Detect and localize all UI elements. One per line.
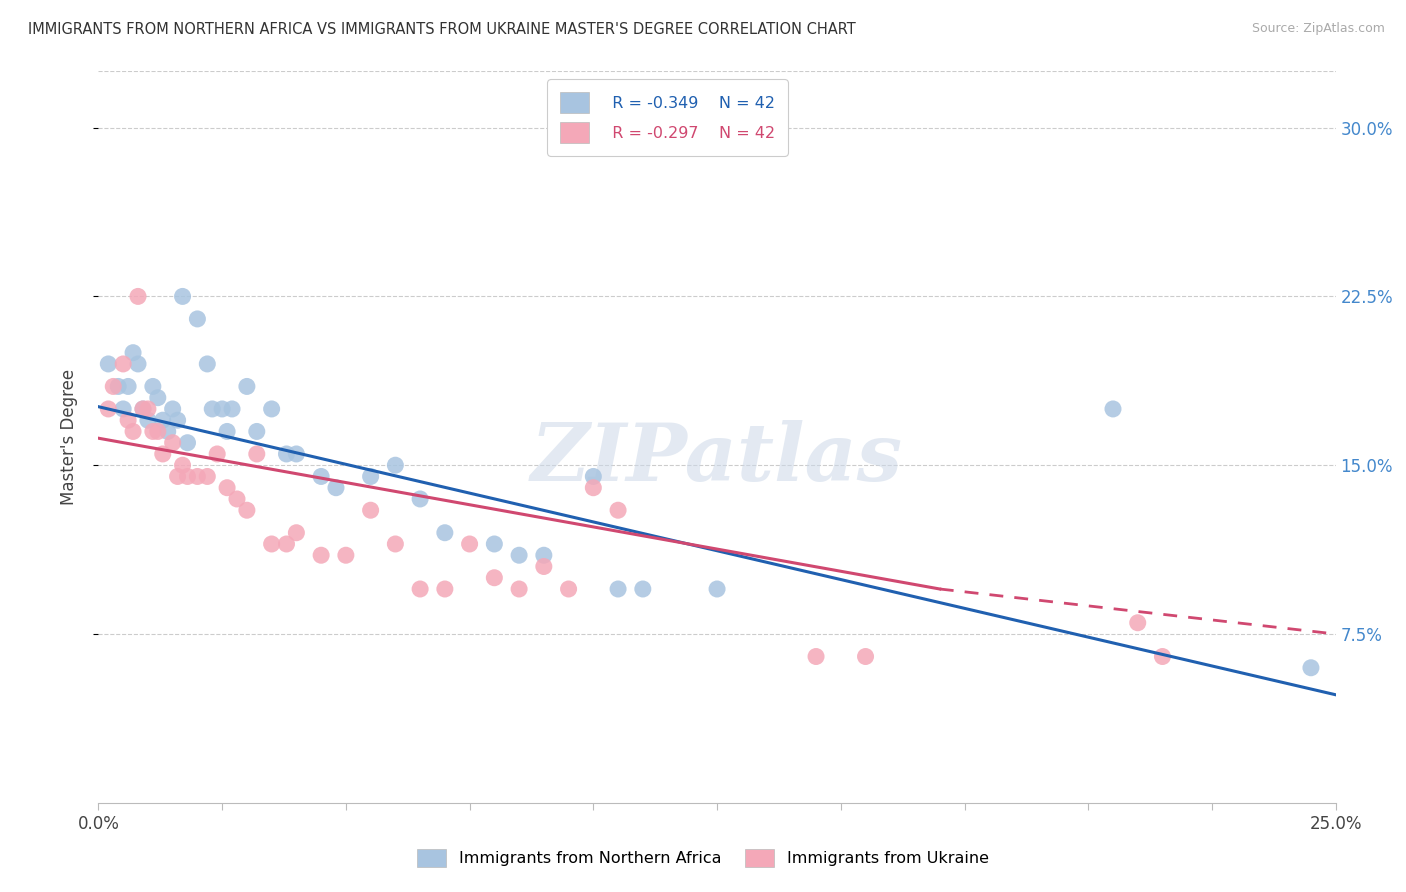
- Text: Source: ZipAtlas.com: Source: ZipAtlas.com: [1251, 22, 1385, 36]
- Point: [276, 537, 298, 551]
- Point: [433, 582, 456, 596]
- Point: [201, 401, 224, 416]
- Point: [166, 413, 188, 427]
- Point: [484, 571, 506, 585]
- Point: [582, 481, 605, 495]
- Point: [236, 379, 259, 393]
- Point: [236, 503, 259, 517]
- Point: [211, 401, 233, 416]
- Point: [172, 289, 194, 303]
- Point: [217, 425, 239, 439]
- Point: [122, 425, 145, 439]
- Point: [146, 391, 169, 405]
- Point: [335, 548, 357, 562]
- Point: [122, 345, 145, 359]
- Point: [195, 469, 218, 483]
- Point: [309, 469, 332, 483]
- Point: [103, 379, 125, 393]
- Point: [1152, 649, 1174, 664]
- Text: IMMIGRANTS FROM NORTHERN AFRICA VS IMMIGRANTS FROM UKRAINE MASTER'S DEGREE CORRE: IMMIGRANTS FROM NORTHERN AFRICA VS IMMIG…: [28, 22, 856, 37]
- Point: [136, 401, 159, 416]
- Point: [186, 312, 208, 326]
- Point: [117, 413, 139, 427]
- Point: [132, 401, 155, 416]
- Point: [804, 649, 827, 664]
- Point: [162, 401, 184, 416]
- Point: [246, 425, 269, 439]
- Point: [557, 582, 579, 596]
- Point: [533, 559, 555, 574]
- Point: [246, 447, 269, 461]
- Point: [260, 401, 283, 416]
- Point: [156, 425, 179, 439]
- Point: [162, 435, 184, 450]
- Point: [384, 458, 406, 473]
- Point: [142, 379, 165, 393]
- Point: [97, 357, 120, 371]
- Point: [706, 582, 728, 596]
- Legend: Immigrants from Northern Africa, Immigrants from Ukraine: Immigrants from Northern Africa, Immigra…: [409, 840, 997, 875]
- Point: [117, 379, 139, 393]
- Point: [176, 435, 198, 450]
- Point: [855, 649, 877, 664]
- Point: [112, 401, 135, 416]
- Text: ZIPatlas: ZIPatlas: [531, 420, 903, 498]
- Point: [152, 447, 174, 461]
- Point: [127, 289, 149, 303]
- Legend:   R = -0.349    N = 42,   R = -0.297    N = 42: R = -0.349 N = 42, R = -0.297 N = 42: [547, 79, 787, 155]
- Point: [433, 525, 456, 540]
- Point: [217, 481, 239, 495]
- Point: [97, 401, 120, 416]
- Point: [285, 447, 308, 461]
- Point: [607, 503, 630, 517]
- Point: [360, 503, 382, 517]
- Point: [186, 469, 208, 483]
- Point: [384, 537, 406, 551]
- Point: [172, 458, 194, 473]
- Point: [508, 548, 530, 562]
- Point: [582, 469, 605, 483]
- Point: [276, 447, 298, 461]
- Point: [146, 425, 169, 439]
- Point: [205, 447, 228, 461]
- Point: [132, 401, 155, 416]
- Y-axis label: Master's Degree: Master's Degree: [59, 369, 77, 505]
- Point: [1126, 615, 1149, 630]
- Point: [127, 357, 149, 371]
- Point: [176, 469, 198, 483]
- Point: [309, 548, 332, 562]
- Point: [458, 537, 481, 551]
- Point: [360, 469, 382, 483]
- Point: [226, 491, 249, 506]
- Point: [195, 357, 218, 371]
- Point: [508, 582, 530, 596]
- Point: [142, 425, 165, 439]
- Point: [136, 413, 159, 427]
- Point: [484, 537, 506, 551]
- Point: [107, 379, 129, 393]
- Point: [166, 469, 188, 483]
- Point: [152, 413, 174, 427]
- Point: [285, 525, 308, 540]
- Point: [631, 582, 654, 596]
- Point: [325, 481, 347, 495]
- Point: [1299, 661, 1322, 675]
- Point: [607, 582, 630, 596]
- Point: [1102, 401, 1125, 416]
- Point: [260, 537, 283, 551]
- Point: [533, 548, 555, 562]
- Point: [409, 491, 432, 506]
- Point: [112, 357, 135, 371]
- Point: [221, 401, 243, 416]
- Point: [409, 582, 432, 596]
